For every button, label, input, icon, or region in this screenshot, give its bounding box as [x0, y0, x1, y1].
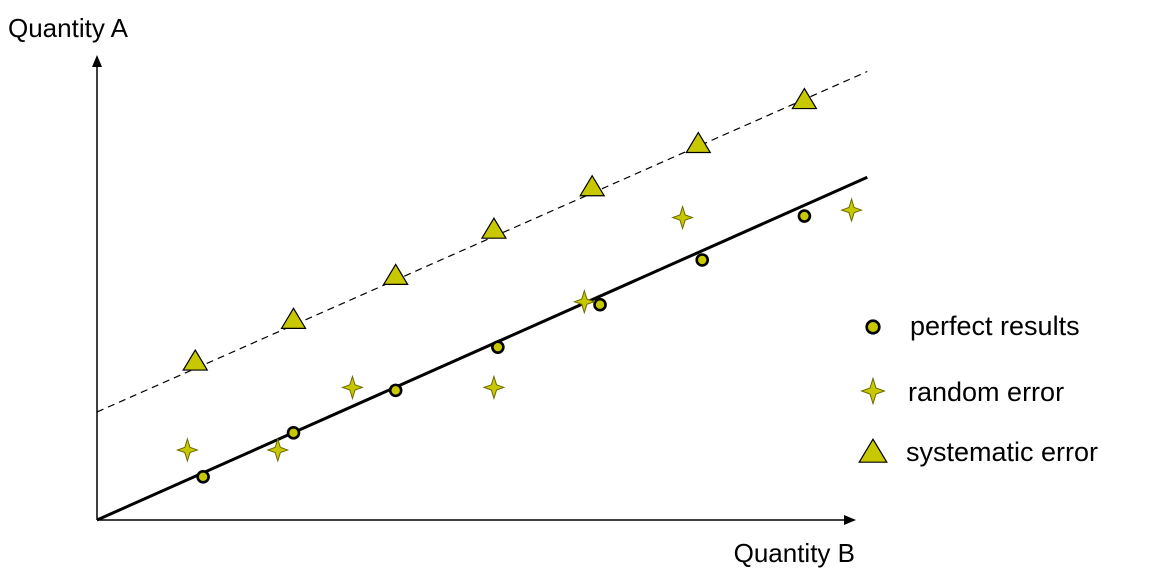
x-axis-title: Quantity B [734, 538, 855, 568]
systematic-error-line [96, 70, 868, 413]
random-error-point [671, 204, 694, 231]
y-axis-arrow [92, 55, 102, 67]
y-axis-title: Quantity A [8, 13, 129, 43]
random-error-point [175, 437, 199, 463]
legend-label-perfect-results: perfect results [910, 311, 1080, 341]
random-error-point [572, 289, 596, 315]
legend-item-random-error: random error [860, 376, 1064, 407]
systematic-error-point [791, 87, 818, 110]
legend-item-perfect-results: perfect results [865, 311, 1080, 341]
systematic-error-point [579, 174, 606, 197]
systematic-error-point [280, 307, 307, 329]
systematic-error-point [182, 348, 209, 371]
systematic-error-point [480, 217, 507, 239]
perfect-result-point [388, 383, 403, 398]
random-error-point [840, 197, 863, 223]
systematic-error-point [382, 263, 409, 285]
systematic-error-point [858, 438, 888, 463]
legend: perfect results random error systematic … [858, 311, 1098, 467]
trend-lines [96, 70, 868, 522]
random-error-point [860, 376, 886, 406]
legend-circle-marker [865, 319, 881, 335]
perfect-result-point [695, 253, 710, 267]
perfect-result-point [797, 209, 812, 223]
legend-label-systematic-error: systematic error [906, 437, 1098, 467]
data-markers [175, 87, 863, 484]
legend-item-systematic-error: systematic error [858, 437, 1098, 467]
legend-star-marker [860, 376, 886, 406]
perfect-result-point [491, 340, 505, 354]
axes [92, 55, 856, 525]
perfect-result-point [593, 297, 607, 312]
perfect-result-point [286, 426, 301, 440]
systematic-error-point [685, 131, 712, 154]
random-error-point [482, 374, 506, 401]
random-error-point [341, 374, 364, 401]
x-axis-arrow [844, 515, 856, 525]
perfect-result-point [196, 469, 210, 484]
legend-label-random-error: random error [908, 377, 1064, 407]
perfect-result-point [865, 319, 881, 335]
legend-triangle-marker [858, 438, 888, 463]
perfect-results-line [96, 175, 868, 522]
random-error-point [266, 437, 290, 463]
